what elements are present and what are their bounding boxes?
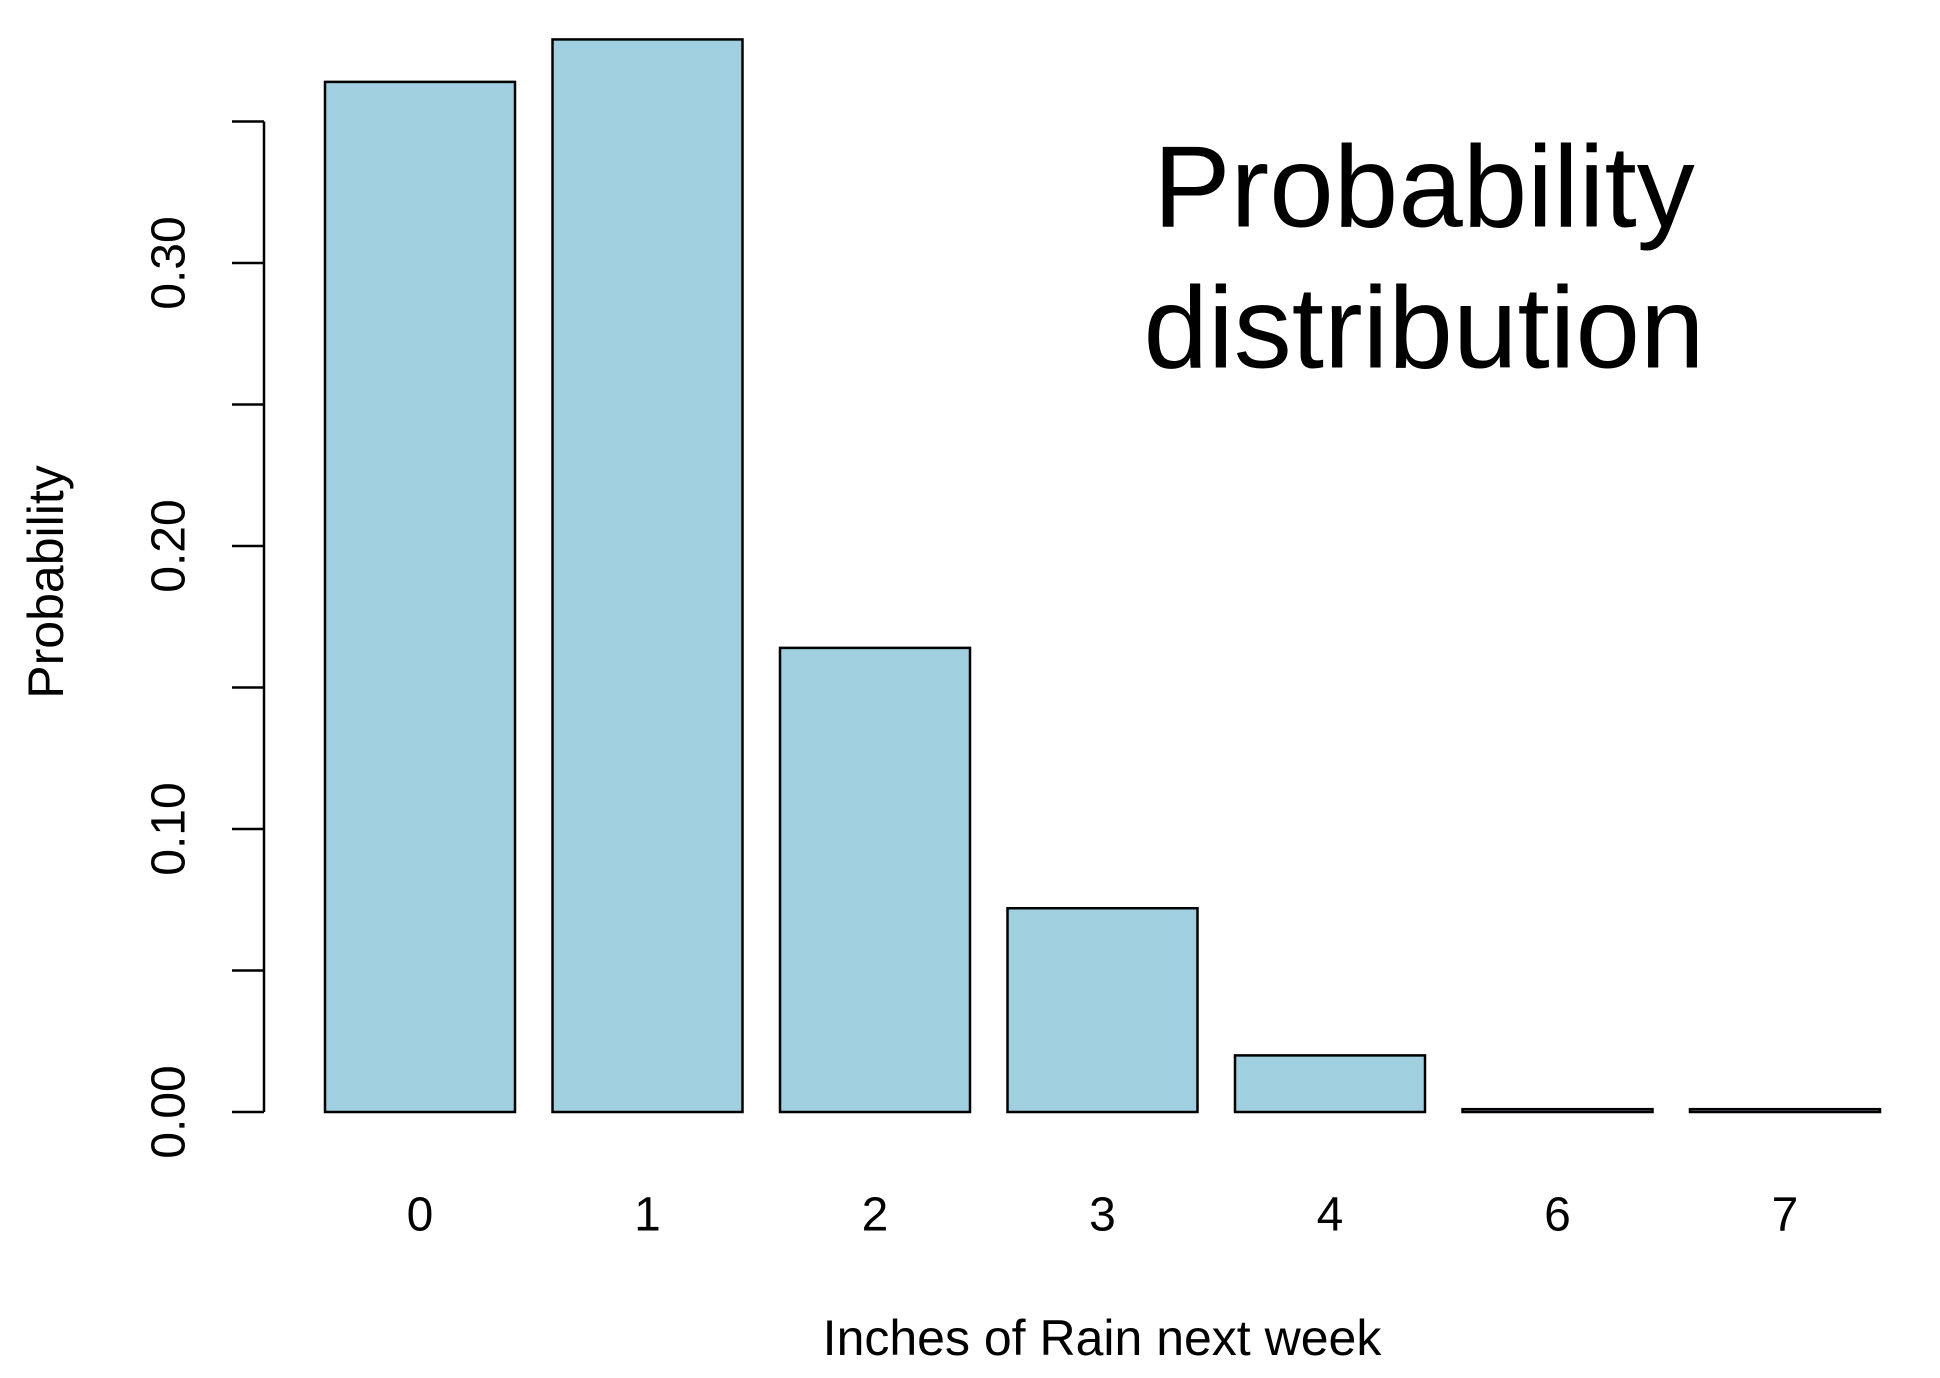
x-tick-label: 1 <box>634 1189 661 1242</box>
bar <box>551 38 744 1114</box>
y-tick-label: 0.30 <box>143 216 196 309</box>
annotation: Probability <box>1153 122 1695 252</box>
y-tick-label: 0.10 <box>143 782 196 875</box>
x-tick-label: 0 <box>407 1189 434 1242</box>
x-tick-label: 4 <box>1317 1189 1344 1242</box>
bar <box>1688 1107 1882 1114</box>
bar <box>1233 1054 1427 1114</box>
annotation: distribution <box>1144 263 1705 393</box>
x-tick-label: 3 <box>1089 1189 1116 1242</box>
x-tick-label: 2 <box>862 1189 889 1242</box>
x-axis-title: Inches of Rain next week <box>823 1310 1383 1366</box>
x-tick-label: 6 <box>1544 1189 1571 1242</box>
y-axis-title: Probability <box>18 465 74 698</box>
bar <box>323 80 517 1114</box>
y-tick-label: 0.00 <box>143 1065 196 1158</box>
bar <box>1461 1107 1654 1114</box>
bar <box>778 646 972 1114</box>
y-tick-label: 0.20 <box>143 499 196 592</box>
x-tick-label: 7 <box>1772 1189 1799 1242</box>
bar <box>1006 906 1199 1114</box>
